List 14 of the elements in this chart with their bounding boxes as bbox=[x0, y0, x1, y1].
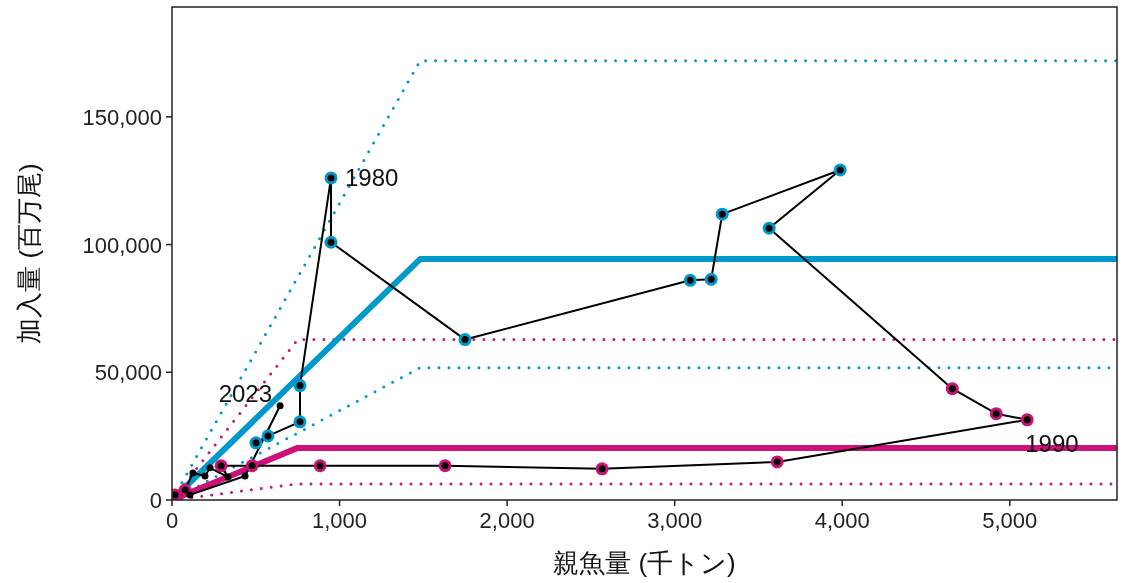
y-tick-label: 150,000 bbox=[82, 104, 162, 130]
y-tick-label: 0 bbox=[149, 488, 162, 513]
annotation: 1980 bbox=[345, 163, 399, 191]
x-tick-label: 3,000 bbox=[647, 508, 703, 533]
x-tick-label: 5,000 bbox=[982, 508, 1038, 533]
y-tick-label: 50,000 bbox=[94, 360, 162, 386]
annotation: 2023 bbox=[218, 379, 273, 407]
y-tick-label: 100,000 bbox=[82, 232, 162, 258]
x-tick-label: 0 bbox=[165, 508, 179, 533]
x-tick-label: 1,000 bbox=[312, 508, 368, 533]
y-axis-title: 加入量 (百万尾) bbox=[14, 163, 44, 344]
x-tick-label: 2,000 bbox=[479, 508, 535, 533]
x-axis-title: 親魚量 (千トン) bbox=[553, 548, 736, 578]
x-tick-label: 4,000 bbox=[814, 508, 870, 533]
